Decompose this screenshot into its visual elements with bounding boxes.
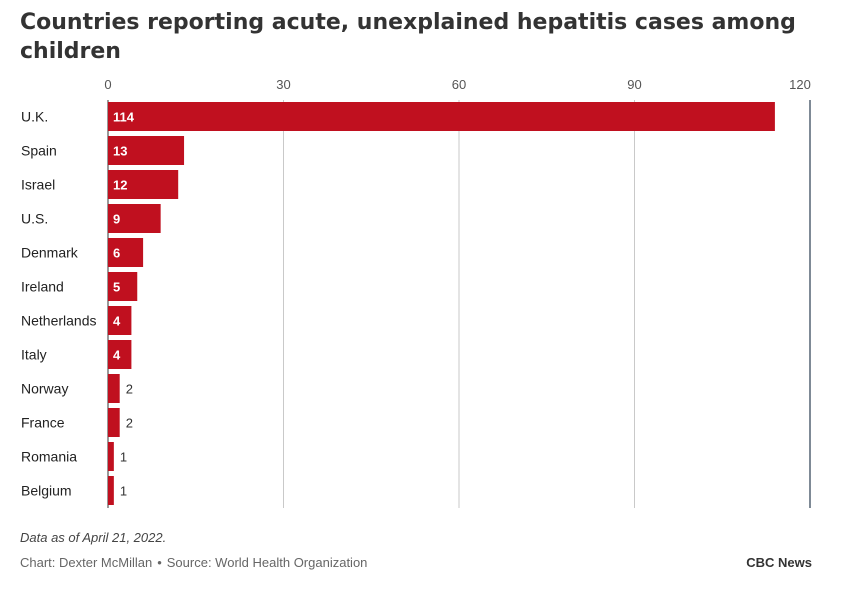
data-label: 13	[113, 144, 127, 159]
x-axis-ticks: 0 30 60 90 120	[104, 77, 810, 92]
source-credit: Source: World Health Organization	[166, 555, 368, 570]
category-labels: U.K. Spain Israel U.S. Denmark Ireland Netherl…	[21, 109, 97, 499]
data-label: 12	[113, 178, 127, 193]
value-labels: 114 13 12 9 6 5 4 4 2 2 1 1	[113, 110, 135, 499]
data-label: 2	[126, 416, 133, 431]
category-label: U.S.	[21, 211, 48, 227]
bar	[108, 170, 179, 199]
category-label: Italy	[21, 347, 47, 363]
chart-title: Countries reporting acute, unexplained h…	[20, 10, 796, 64]
bar-chart: 0 30 60 90 120 U.K. Spain Israel U.S. Denmark Ire…	[21, 77, 811, 508]
category-label: Spain	[21, 143, 57, 159]
category-label: Romania	[21, 449, 77, 465]
category-label: Denmark	[21, 245, 79, 261]
category-label: Netherlands	[21, 313, 97, 329]
category-label: Ireland	[21, 279, 64, 295]
gridlines	[107, 100, 811, 508]
bar	[108, 306, 132, 335]
data-label: 1	[120, 484, 127, 499]
x-tick-label: 120	[789, 77, 811, 92]
data-label: 9	[113, 212, 120, 227]
x-tick-label: 60	[452, 77, 466, 92]
data-label: 4	[113, 348, 121, 363]
x-tick-label: 0	[104, 77, 111, 92]
bar	[108, 340, 132, 369]
data-label: 114	[113, 110, 135, 125]
bars	[108, 102, 775, 505]
data-date-note: Data as of April 21, 2022.	[20, 530, 167, 545]
brand-label: CBC News	[746, 555, 812, 570]
category-label: Belgium	[21, 483, 72, 499]
bar	[108, 272, 138, 301]
bar	[108, 374, 120, 403]
category-label: Israel	[21, 177, 55, 193]
chart-credit: Chart: Dexter McMillan	[20, 555, 153, 570]
category-label: France	[21, 415, 65, 431]
data-label: 4	[113, 314, 121, 329]
data-label: 5	[113, 280, 120, 295]
bar	[108, 102, 775, 131]
bar	[108, 408, 120, 437]
category-label: U.K.	[21, 109, 48, 125]
credit-line: Chart: Dexter McMillan • Source: World Hea…	[20, 555, 367, 570]
data-label: 6	[113, 246, 120, 261]
bar	[108, 204, 161, 233]
bar	[108, 442, 114, 471]
data-label: 1	[120, 450, 127, 465]
category-label: Norway	[21, 381, 68, 397]
data-label: 2	[126, 382, 133, 397]
x-tick-label: 90	[627, 77, 641, 92]
bar	[108, 476, 114, 505]
bar	[108, 238, 144, 267]
bar	[108, 136, 185, 165]
credit-separator: •	[157, 555, 162, 570]
x-tick-label: 30	[276, 77, 290, 92]
